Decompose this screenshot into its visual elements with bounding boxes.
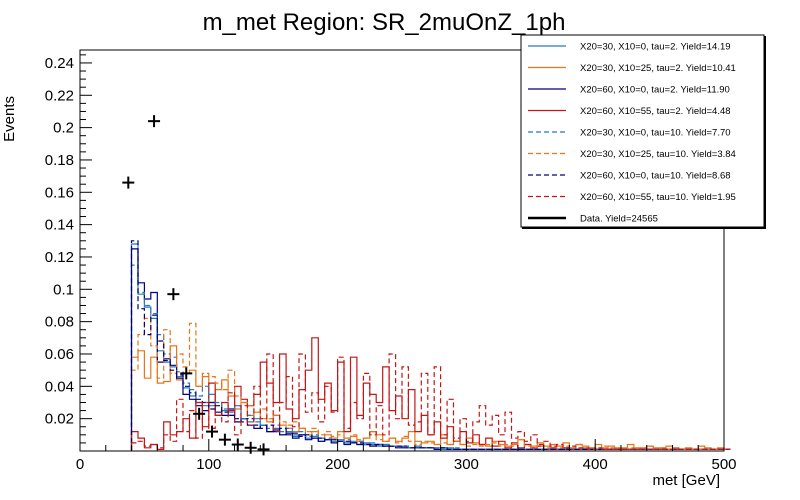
data-point-8: [231, 438, 244, 451]
y-tick-label-0.24: 0.24: [45, 55, 74, 72]
legend-label: X20=60, X10=0, tau=10. Yield=8.68: [580, 171, 731, 182]
legend-label: X20=30, X10=0, tau=10. Yield=7.70: [580, 128, 731, 139]
legend-label: Data. Yield=24565: [580, 214, 658, 225]
legend-label: X20=60, X10=0, tau=2. Yield=11.90: [580, 85, 730, 96]
data-point-4: [180, 367, 193, 380]
data-point-10: [257, 443, 270, 456]
y-tick-label-0.2: 0.2: [53, 120, 74, 137]
x-tick-label-200: 200: [325, 456, 350, 473]
histogram-series-5: [130, 264, 731, 451]
y-tick-label-0.22: 0.22: [45, 87, 74, 104]
legend-label: X20=60, X10=55, tau=2. Yield=4.48: [580, 106, 731, 117]
x-tick-label-300: 300: [454, 456, 479, 473]
legend-label: X20=30, X10=25, tau=10. Yield=3.84: [580, 149, 736, 160]
x-tick-label-100: 100: [196, 456, 221, 473]
data-point-6: [206, 425, 219, 438]
y-tick-label-0.16: 0.16: [45, 184, 74, 201]
x-tick-label-500: 500: [711, 456, 736, 473]
y-tick-label-0.02: 0.02: [45, 411, 74, 428]
x-axis-label: met [GeV]: [652, 472, 720, 489]
data-point-3: [167, 288, 180, 301]
legend-shadow: [522, 227, 765, 229]
plot-frame: [79, 49, 725, 452]
x-tick-label-400: 400: [583, 456, 608, 473]
y-tick-label-0.14: 0.14: [45, 217, 74, 234]
data-point-5: [193, 407, 206, 420]
legend-entry-5: X20=30, X10=0, tau=10. Yield=7.70: [528, 128, 731, 139]
legend-label: X20=30, X10=0, tau=2. Yield=14.19: [580, 42, 731, 53]
histogram-series-6: [130, 317, 731, 451]
legend-entry-3: X20=60, X10=0, tau=2. Yield=11.90: [528, 85, 730, 96]
legend-label: X20=60, X10=55, tau=10. Yield=1.95: [580, 192, 736, 203]
chart-title: m_met Region: SR_2muOnZ_1ph: [203, 9, 566, 36]
histogram-series-2: [130, 345, 731, 451]
y-tick-label-0.06: 0.06: [45, 346, 74, 363]
x-tick-label-0: 0: [76, 456, 84, 473]
histogram-series-8: [130, 353, 731, 451]
legend-entry-1: X20=30, X10=0, tau=2. Yield=14.19: [528, 42, 731, 53]
y-tick-label-0.1: 0.1: [53, 281, 74, 298]
legend-entry-9: Data. Yield=24565: [528, 214, 658, 225]
legend-entry-2: X20=30, X10=25, tau=2. Yield=10.41: [528, 63, 736, 74]
y-tick-label-0.08: 0.08: [45, 314, 74, 331]
histogram-series-4: [130, 337, 731, 451]
y-tick-label-0.18: 0.18: [45, 152, 74, 169]
data-points-layer: [122, 115, 270, 456]
legend-shadow-side: [764, 36, 766, 229]
legend-entry-6: X20=30, X10=25, tau=10. Yield=3.84: [528, 149, 736, 160]
legend-label: X20=30, X10=25, tau=2. Yield=10.41: [580, 63, 736, 74]
y-tick-label-0.04: 0.04: [45, 378, 74, 395]
data-point-1: [122, 176, 135, 189]
data-point-2: [148, 115, 161, 128]
legend-entry-4: X20=60, X10=55, tau=2. Yield=4.48: [528, 106, 731, 117]
histogram-layer: [130, 240, 731, 451]
legend: X20=30, X10=0, tau=2. Yield=14.19 X20=30,…: [520, 34, 766, 229]
y-tick-label-0.12: 0.12: [45, 249, 74, 266]
axis-layer: 0 100 200 300 400 500 0.02 0.04 0.06 0.08 0.1 0.12 0…: [45, 54, 737, 473]
legend-entry-8: X20=60, X10=55, tau=10. Yield=1.95: [528, 192, 736, 203]
y-axis-label: Events: [1, 96, 18, 142]
data-point-7: [218, 433, 231, 446]
legend-entry-7: X20=60, X10=0, tau=10. Yield=8.68: [528, 171, 731, 182]
data-point-9: [244, 441, 257, 454]
